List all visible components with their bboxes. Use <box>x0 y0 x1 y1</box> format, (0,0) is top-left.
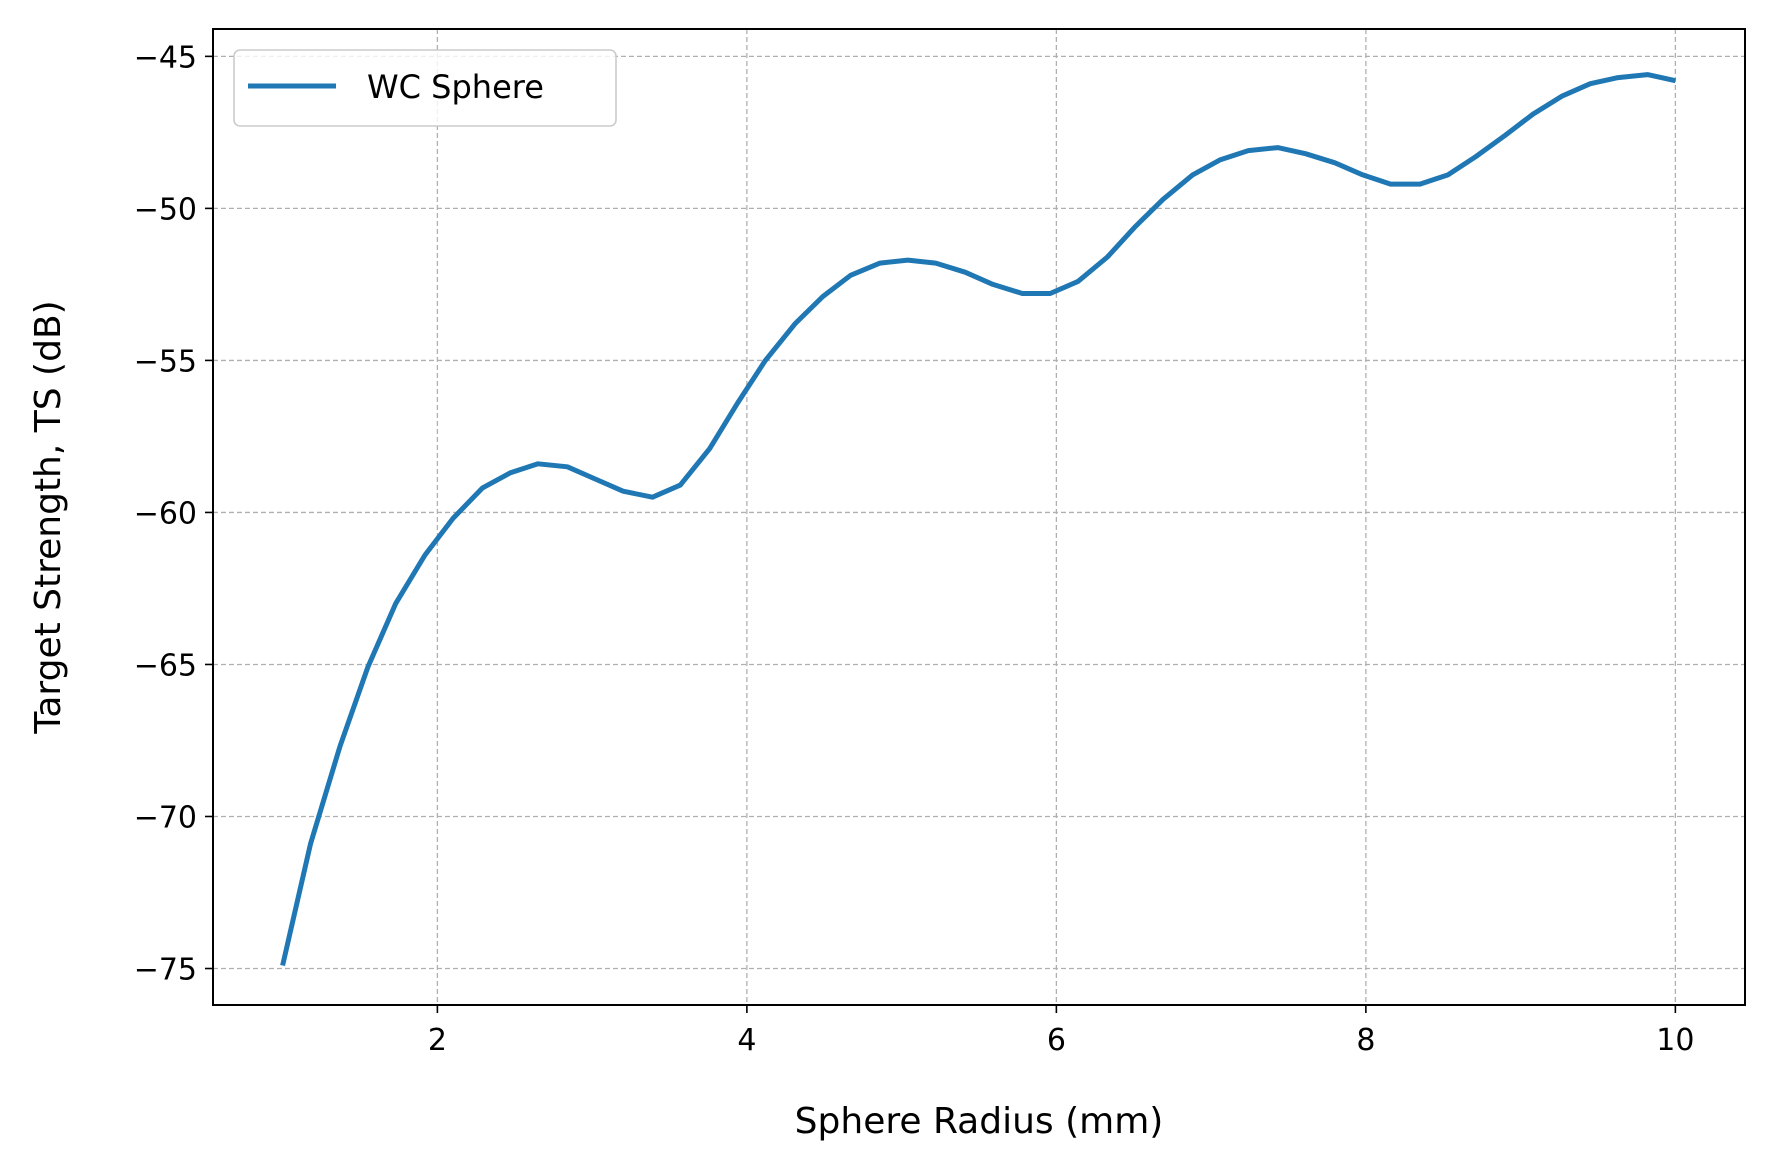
y-tick-label: −55 <box>134 344 197 379</box>
ticks: 2 4 6 8 10 −75 −70 −65 −60 −55 −50 −45 <box>134 40 1695 1058</box>
x-tick-label: 10 <box>1656 1023 1694 1058</box>
y-tick-label: −75 <box>134 953 197 988</box>
series-layer <box>280 72 1676 967</box>
y-axis-label: Target Strength, TS (dB) <box>28 300 69 734</box>
y-tick-label: −45 <box>134 40 197 75</box>
x-tick-label: 2 <box>428 1023 447 1058</box>
grid <box>213 29 1745 1005</box>
plot-frame <box>212 28 1746 1006</box>
y-tick-label: −50 <box>134 192 197 227</box>
y-tick-label: −70 <box>134 800 197 835</box>
legend-box <box>233 49 617 127</box>
x-tick-label: 6 <box>1047 1023 1066 1058</box>
y-tick-label: −60 <box>134 496 197 531</box>
y-tick-label: −65 <box>134 648 197 683</box>
series-line-wc-sphere <box>280 72 1676 967</box>
legend: WC Sphere <box>233 49 617 127</box>
x-axis-label: Sphere Radius (mm) <box>795 1101 1164 1142</box>
legend-label-wc-sphere: WC Sphere <box>367 68 544 106</box>
x-tick-label: 8 <box>1356 1023 1375 1058</box>
x-tick-label: 4 <box>737 1023 756 1058</box>
